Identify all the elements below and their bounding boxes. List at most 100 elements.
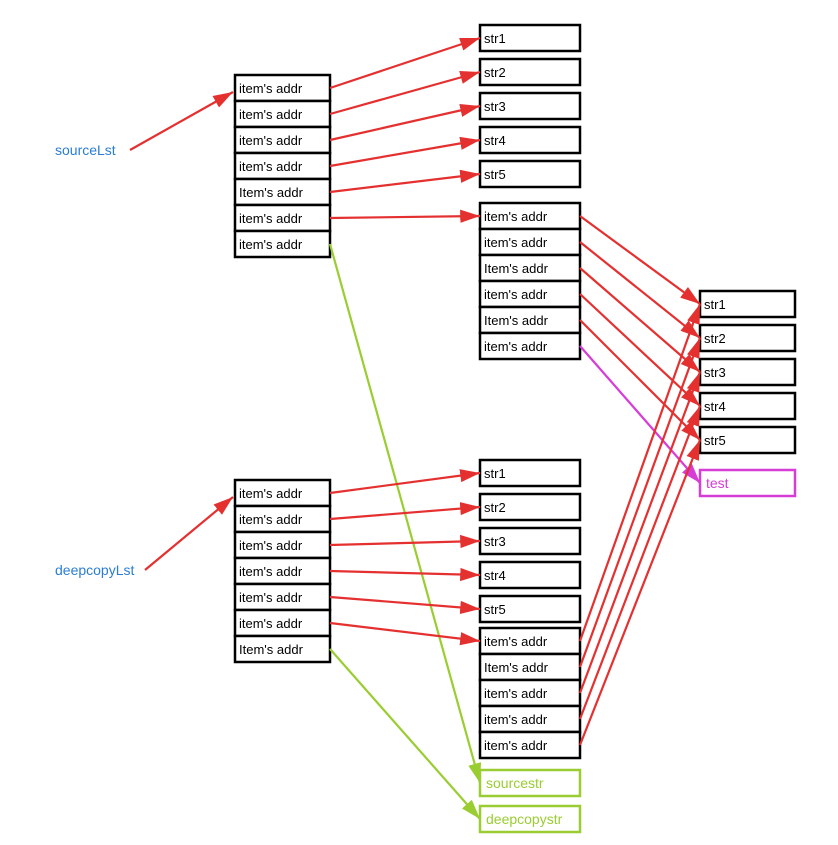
arrow (330, 106, 480, 140)
mid-addr-bot-4: item's addr (480, 732, 580, 758)
src-list-row-3: item's addr (235, 153, 330, 179)
right-str-4: str5 (700, 427, 795, 453)
deepcopystr-label: deepcopystr (486, 811, 563, 827)
dc-list-row-5-label: item's addr (239, 616, 303, 631)
src-list-row-1-label: item's addr (239, 107, 303, 122)
src-list-row-5-label: item's addr (239, 211, 303, 226)
arrow (330, 140, 480, 166)
arrow (330, 72, 480, 114)
mid-addr-top-3: item's addr (480, 281, 580, 307)
arrow (330, 473, 480, 493)
mid-addr-top-1: item's addr (480, 229, 580, 255)
arrow (330, 174, 480, 192)
right-str-3-label: str4 (704, 399, 726, 414)
mid-addr-top-5: item's addr (480, 333, 580, 359)
dc-list-row-6: Item's addr (235, 636, 330, 662)
src-list-row-5: item's addr (235, 205, 330, 231)
mid-addr-top-3-label: item's addr (484, 287, 548, 302)
mid-str-top-3: str4 (480, 127, 580, 153)
src-list-row-2: item's addr (235, 127, 330, 153)
right-str-1-label: str2 (704, 331, 726, 346)
arrow (580, 346, 700, 483)
mid-addr-top-0: item's addr (480, 203, 580, 229)
arrow (330, 597, 480, 609)
dc-list-row-4: item's addr (235, 584, 330, 610)
dc-list-row-1: item's addr (235, 506, 330, 532)
mid-addr-bot-0: item's addr (480, 628, 580, 654)
right-str-0-label: str1 (704, 297, 726, 312)
mid-addr-bot-0-label: item's addr (484, 634, 548, 649)
arrow (330, 541, 480, 545)
dc-list-row-1-label: item's addr (239, 512, 303, 527)
src-list-row-6: item's addr (235, 231, 330, 257)
src-list-row-0-label: item's addr (239, 81, 303, 96)
mid-addr-top-4-label: Item's addr (484, 313, 549, 328)
right-str-2: str3 (700, 359, 795, 385)
mid-str-bot-3: str4 (480, 562, 580, 588)
src-list-row-1: item's addr (235, 101, 330, 127)
mid-addr-bot-2-label: item's addr (484, 686, 548, 701)
mid-str-bot-1-label: str2 (484, 500, 506, 515)
mid-str-bot-4: str5 (480, 596, 580, 622)
dc-list-row-2: item's addr (235, 532, 330, 558)
arrow (330, 216, 480, 218)
deepcopyLst-label: deepcopyLst (55, 562, 135, 578)
arrow (580, 338, 700, 667)
arrow (330, 38, 480, 88)
src-list-row-4: Item's addr (235, 179, 330, 205)
mid-addr-top-0-label: item's addr (484, 209, 548, 224)
dc-list-row-3-label: item's addr (239, 564, 303, 579)
arrow (330, 623, 480, 641)
mid-addr-top-4: Item's addr (480, 307, 580, 333)
dc-list-row-2-label: item's addr (239, 538, 303, 553)
mid-addr-bot-3: item's addr (480, 706, 580, 732)
mid-str-top-3-label: str4 (484, 133, 506, 148)
mid-addr-top-2: Item's addr (480, 255, 580, 281)
dc-list-row-6-label: Item's addr (239, 642, 304, 657)
mid-str-top-2: str3 (480, 93, 580, 119)
mid-addr-top-2-label: Item's addr (484, 261, 549, 276)
arrow (130, 92, 233, 150)
mid-str-top-2-label: str3 (484, 99, 506, 114)
mid-str-bot-0: str1 (480, 460, 580, 486)
arrow (580, 372, 700, 693)
mid-addr-bot-2: item's addr (480, 680, 580, 706)
src-list-row-0: item's addr (235, 75, 330, 101)
test-label: test (706, 475, 729, 491)
mid-str-top-0: str1 (480, 25, 580, 51)
mid-addr-bot-1-label: Item's addr (484, 660, 549, 675)
mid-str-bot-3-label: str4 (484, 568, 506, 583)
mid-str-top-4: str5 (480, 161, 580, 187)
src-list-row-4-label: Item's addr (239, 185, 304, 200)
mid-addr-bot-4-label: item's addr (484, 738, 548, 753)
mid-str-top-1-label: str2 (484, 65, 506, 80)
mid-str-top-1: str2 (480, 59, 580, 85)
right-str-2-label: str3 (704, 365, 726, 380)
mid-addr-bot-1: Item's addr (480, 654, 580, 680)
dc-list-row-4-label: item's addr (239, 590, 303, 605)
mid-str-bot-2: str3 (480, 528, 580, 554)
arrow (330, 649, 480, 819)
mid-addr-top-1-label: item's addr (484, 235, 548, 250)
src-list-row-6-label: item's addr (239, 237, 303, 252)
sourceLst-label: sourceLst (55, 142, 116, 158)
right-str-1: str2 (700, 325, 795, 351)
arrow (330, 571, 480, 575)
mid-str-bot-4-label: str5 (484, 602, 506, 617)
diagram-canvas: item's addr item's addr item's addr item's … (0, 0, 838, 845)
mid-str-bot-1: str2 (480, 494, 580, 520)
mid-str-bot-0-label: str1 (484, 466, 506, 481)
mid-str-top-0-label: str1 (484, 31, 506, 46)
right-str-0: str1 (700, 291, 795, 317)
mid-addr-bot-3-label: item's addr (484, 712, 548, 727)
right-str-3: str4 (700, 393, 795, 419)
mid-addr-top-5-label: item's addr (484, 339, 548, 354)
dc-list-row-5: item's addr (235, 610, 330, 636)
right-str-4-label: str5 (704, 433, 726, 448)
arrow (580, 406, 700, 719)
src-list-row-3-label: item's addr (239, 159, 303, 174)
mid-str-top-4-label: str5 (484, 167, 506, 182)
dc-list-row-0-label: item's addr (239, 486, 303, 501)
arrow (145, 497, 233, 570)
dc-list-row-0: item's addr (235, 480, 330, 506)
